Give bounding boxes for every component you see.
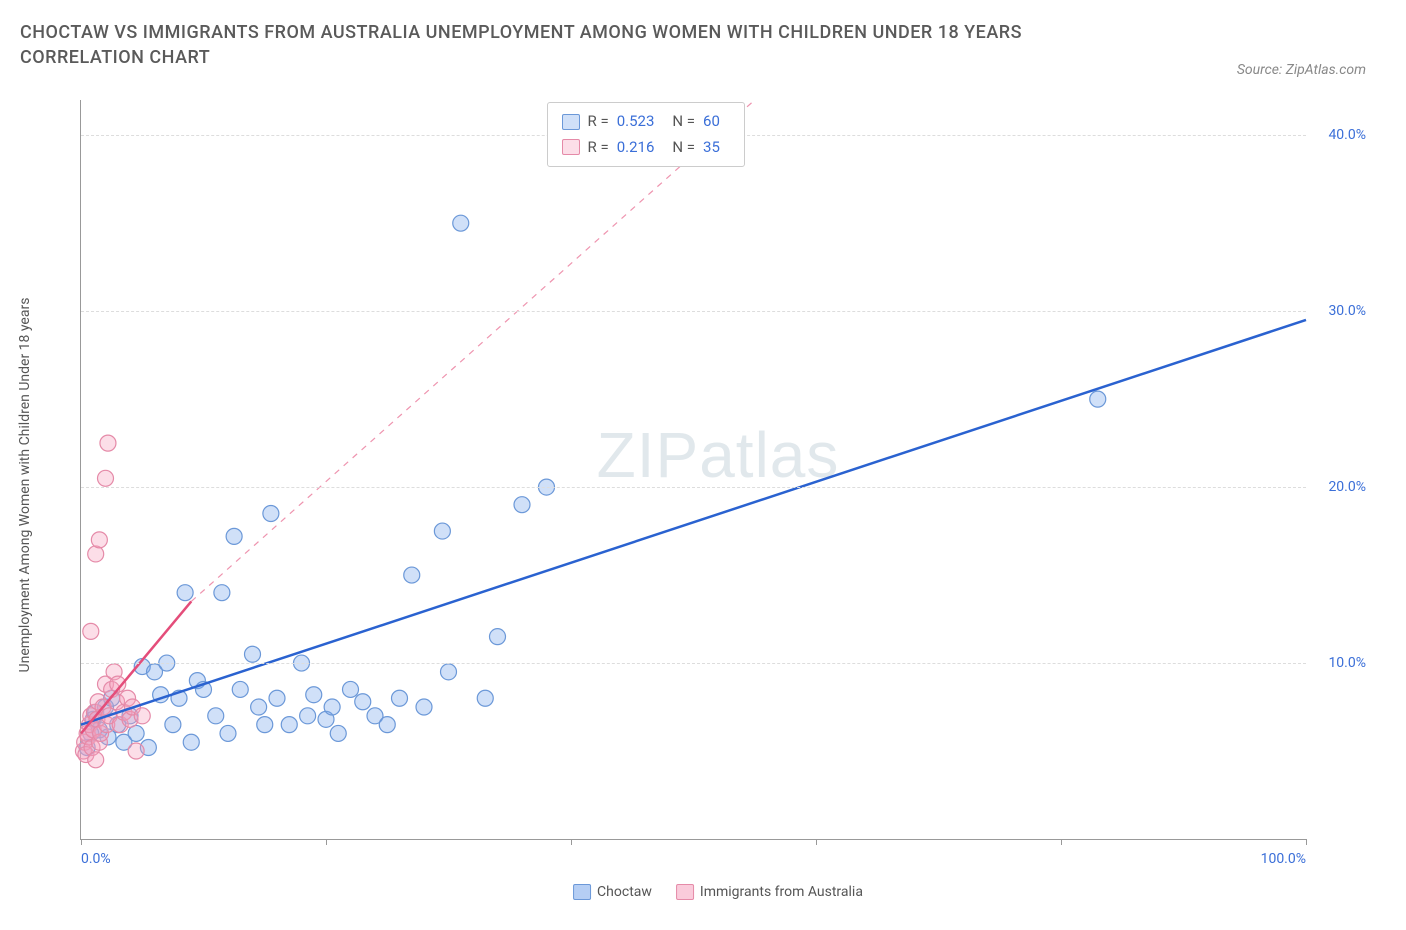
plot-area: ZIPatlas R = 0.523 N = 60 R = 0.216 N = …	[80, 100, 1306, 840]
x-tick-label: 0.0%	[81, 851, 111, 867]
stats-row: R = 0.216 N = 35	[562, 135, 730, 161]
gridline	[81, 663, 1306, 664]
data-point	[355, 694, 371, 710]
n-value-choctaw: 60	[703, 109, 720, 135]
source-attribution: Source: ZipAtlas.com	[1237, 62, 1366, 78]
stats-swatch-choctaw	[562, 114, 580, 130]
correlation-stats-box: R = 0.523 N = 60 R = 0.216 N = 35	[547, 102, 745, 167]
data-point	[453, 215, 469, 231]
n-label: N =	[672, 109, 695, 135]
data-point	[220, 725, 236, 741]
data-point	[1090, 391, 1106, 407]
gridline	[81, 487, 1306, 488]
data-point	[300, 708, 316, 724]
data-point	[128, 743, 144, 759]
data-point	[490, 629, 506, 645]
chart-container: Unemployment Among Women with Children U…	[60, 100, 1376, 870]
data-point	[269, 690, 285, 706]
r-value-immigrants: 0.216	[617, 135, 655, 161]
data-point	[183, 734, 199, 750]
plot-svg	[81, 100, 1306, 839]
data-point	[208, 708, 224, 724]
data-point	[263, 505, 279, 521]
data-point	[392, 690, 408, 706]
legend-label: Choctaw	[597, 884, 652, 900]
data-point	[177, 585, 193, 601]
stats-swatch-immigrants	[562, 139, 580, 155]
x-tick	[326, 839, 327, 845]
data-point	[91, 532, 107, 548]
legend-swatch-immigrants	[676, 884, 694, 900]
data-point	[434, 523, 450, 539]
x-tick	[571, 839, 572, 845]
y-axis-label: Unemployment Among Women with Children U…	[17, 298, 33, 673]
data-point	[88, 752, 104, 768]
data-point	[281, 717, 297, 733]
gridline	[81, 311, 1306, 312]
data-point	[100, 435, 116, 451]
x-tick-label: 100.0%	[1261, 851, 1306, 867]
chart-title: CHOCTAW VS IMMIGRANTS FROM AUSTRALIA UNE…	[20, 20, 1120, 70]
data-point	[324, 699, 340, 715]
y-tick-label: 40.0%	[1311, 127, 1366, 143]
data-point	[245, 646, 261, 662]
data-point	[379, 717, 395, 733]
legend-swatch-choctaw	[573, 884, 591, 900]
legend-item-immigrants: Immigrants from Australia	[676, 884, 863, 900]
data-point	[83, 623, 99, 639]
n-label: N =	[672, 135, 695, 161]
data-point	[404, 567, 420, 583]
data-point	[306, 687, 322, 703]
data-point	[416, 699, 432, 715]
data-point	[88, 546, 104, 562]
data-point	[330, 725, 346, 741]
legend-label: Immigrants from Australia	[700, 884, 863, 900]
data-point	[343, 681, 359, 697]
x-tick	[816, 839, 817, 845]
legend-item-choctaw: Choctaw	[573, 884, 652, 900]
data-point	[232, 681, 248, 697]
r-label: R =	[588, 109, 609, 135]
n-value-immigrants: 35	[703, 135, 720, 161]
x-tick	[1306, 839, 1307, 845]
data-point	[441, 664, 457, 680]
data-point	[214, 585, 230, 601]
y-tick-label: 10.0%	[1311, 655, 1366, 671]
data-point	[257, 717, 273, 733]
data-point	[98, 470, 114, 486]
data-point	[477, 690, 493, 706]
trend-line-extension	[191, 100, 755, 601]
r-label: R =	[588, 135, 609, 161]
legend: Choctaw Immigrants from Australia	[573, 884, 863, 900]
data-point	[514, 497, 530, 513]
data-point	[165, 717, 181, 733]
stats-row: R = 0.523 N = 60	[562, 109, 730, 135]
data-point	[134, 708, 150, 724]
x-tick	[81, 839, 82, 845]
r-value-choctaw: 0.523	[617, 109, 655, 135]
y-tick-label: 20.0%	[1311, 479, 1366, 495]
data-point	[251, 699, 267, 715]
x-tick	[1061, 839, 1062, 845]
data-point	[226, 528, 242, 544]
y-tick-label: 30.0%	[1311, 303, 1366, 319]
